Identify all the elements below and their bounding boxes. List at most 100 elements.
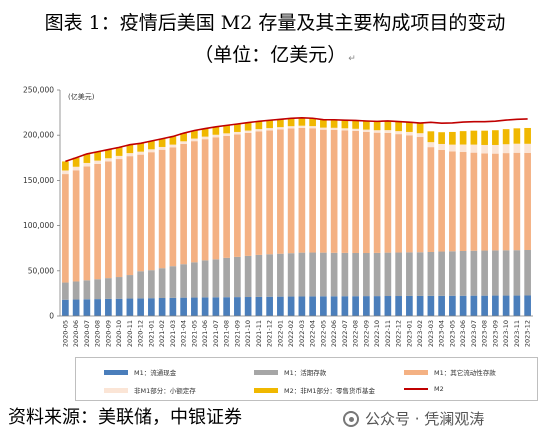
bar-segment (137, 143, 144, 152)
bar-segment (201, 139, 209, 261)
x-tick-label: 2023-11 (513, 320, 521, 347)
x-tick-label: 2023-10 (502, 320, 510, 347)
bar-segment (352, 296, 359, 316)
bar-segment (234, 256, 241, 298)
bar-segment (62, 174, 69, 283)
bar-segment (513, 295, 521, 316)
bar-segment (481, 295, 488, 316)
bar-segment (406, 252, 413, 296)
bar-segment (158, 298, 166, 316)
bar-segment (502, 144, 510, 154)
x-tick-label: 2022-06 (330, 320, 338, 347)
y-axis: 0 50,000 100,000 150,000 200,000 250,000 (23, 86, 61, 321)
bar-segment (416, 137, 424, 253)
bar-segment (234, 134, 241, 257)
x-tick-label: 2022-11 (384, 320, 392, 347)
y-tick-label: 150,000 (23, 176, 54, 185)
bar-segment (115, 277, 123, 299)
bar-segment (363, 296, 370, 316)
y-tick-label: 250,000 (23, 86, 54, 95)
m2-line (65, 117, 528, 163)
bar-segment (449, 131, 456, 145)
x-tick-label: 2023-09 (491, 320, 499, 347)
bar-segment (513, 152, 521, 251)
bar-segment (427, 147, 435, 252)
bar-segment (72, 166, 80, 171)
bar-segment (126, 298, 134, 316)
bar-segment (502, 153, 510, 251)
watermark: 公众号 · 凭澜观涛 (343, 408, 484, 429)
bar-segment (234, 297, 241, 316)
bar-segment (115, 155, 123, 160)
legend-label: 非M1部分：小额定存 (134, 387, 196, 395)
bar-segment (115, 159, 123, 278)
bar-segment (62, 170, 69, 175)
bar-segment (266, 120, 273, 129)
bar-segment (470, 144, 478, 153)
bar-segment (416, 252, 424, 296)
bar-segment (244, 122, 252, 131)
legend-swatch (404, 388, 428, 390)
bar-segment (201, 260, 209, 298)
bar-segment (148, 152, 155, 271)
wechat-logo-icon (343, 410, 359, 427)
bar-segment (384, 130, 392, 133)
bar-segment (105, 158, 112, 162)
bar-series-group (62, 117, 531, 316)
bar-segment (492, 250, 499, 296)
bar-segment (395, 121, 402, 132)
legend-item: 非M1部分：小额定存 (104, 385, 196, 395)
bar-segment (72, 281, 80, 300)
x-tick-label: 2022-07 (341, 320, 349, 347)
x-tick-label: 2023-03 (427, 320, 435, 347)
bar-segment (449, 144, 456, 152)
chart-title: 图表 1：疫情后美国 M2 存量及其主要构成项目的变动 (0, 10, 550, 36)
bar-segment (341, 130, 349, 253)
bar-segment (427, 295, 435, 316)
x-tick-label: 2021-10 (244, 320, 252, 347)
x-tick-label: 2022-01 (276, 320, 284, 347)
bar-segment (201, 297, 209, 316)
source-note: 资料来源：美联储，中银证券 (8, 407, 242, 428)
x-tick-label: 2021-01 (147, 320, 155, 347)
legend-swatch (104, 369, 128, 375)
paragraph-mark: ↵ (348, 54, 356, 64)
bar-segment (330, 296, 338, 316)
bar-segment (266, 254, 273, 297)
bar-segment (406, 131, 413, 136)
bar-segment (524, 250, 531, 296)
x-tick-label: 2021-12 (266, 320, 274, 347)
bar-segment (287, 118, 295, 127)
bar-segment (459, 251, 467, 296)
bar-segment (94, 160, 101, 164)
bar-segment (244, 255, 252, 298)
bar-segment (373, 296, 381, 316)
x-tick-label: 2020-05 (61, 320, 69, 347)
bar-segment (427, 252, 435, 296)
bar-segment (83, 153, 91, 163)
legend-label: M1：活期存款 (284, 369, 327, 377)
bar-segment (524, 152, 531, 251)
bar-segment (255, 296, 263, 316)
bar-segment (223, 257, 230, 298)
bar-segment (191, 297, 198, 316)
bar-segment (395, 131, 402, 135)
bar-segment (191, 262, 198, 298)
legend-swatch (104, 387, 128, 393)
bar-segment (438, 149, 445, 252)
bar-segment (492, 144, 499, 154)
bar-segment (277, 127, 284, 130)
x-tick-label: 2021-09 (233, 320, 241, 347)
bar-segment (481, 130, 488, 145)
bar-segment (158, 268, 166, 299)
bar-segment (373, 121, 381, 131)
bar-segment (416, 123, 424, 134)
bar-segment (255, 129, 263, 132)
bar-segment (287, 296, 295, 316)
x-tick-label: 2023-06 (459, 320, 467, 347)
bar-segment (470, 250, 478, 296)
x-tick-label: 2021-08 (223, 320, 231, 347)
bar-segment (427, 142, 435, 148)
bar-segment (137, 151, 144, 155)
legend-label: M1：流通现金 (134, 369, 177, 377)
